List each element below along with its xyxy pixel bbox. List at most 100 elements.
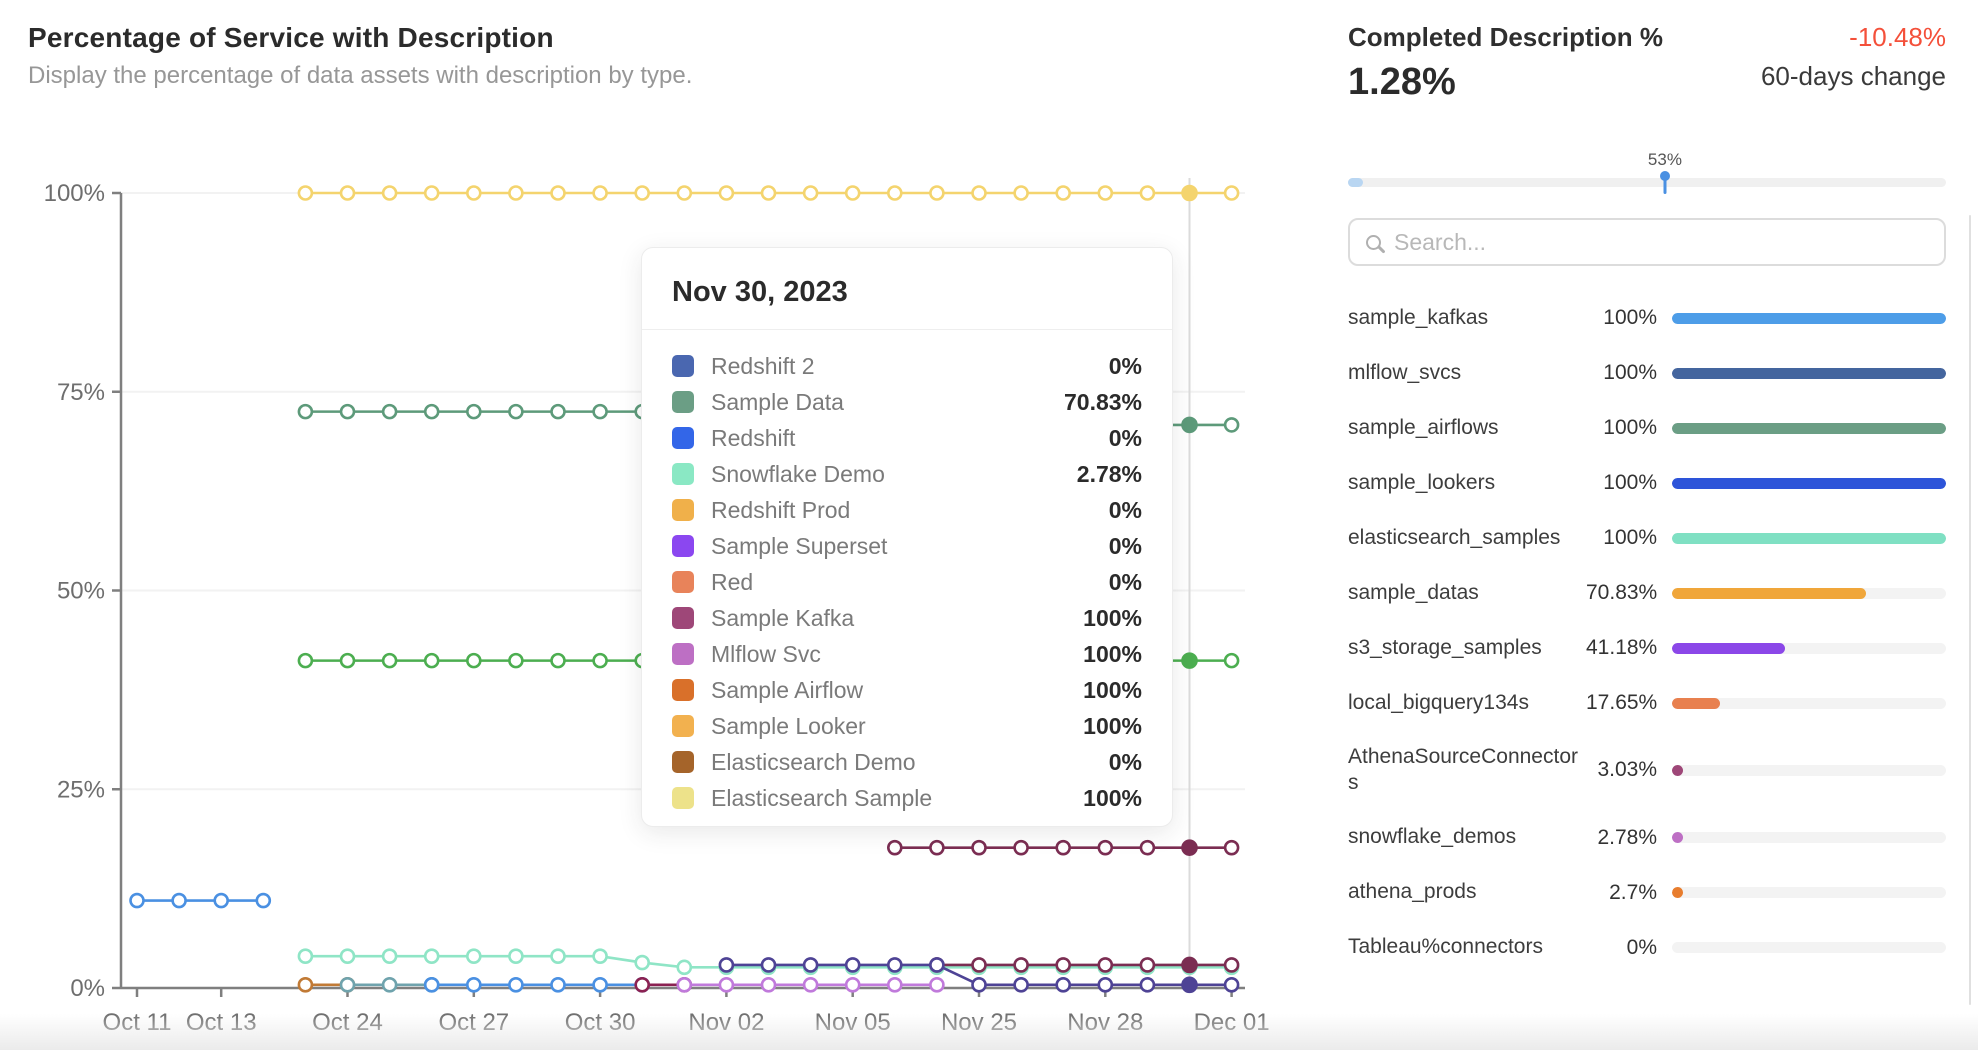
series-point <box>508 652 524 669</box>
series-point <box>508 403 524 420</box>
series-label: Elasticsearch Sample <box>711 784 933 811</box>
service-row[interactable]: sample_lookers 100% <box>1348 469 1946 497</box>
series-point <box>339 185 356 201</box>
series-point <box>550 652 566 669</box>
series-point <box>971 977 987 993</box>
series-highlight-point <box>1181 956 1198 974</box>
series-label: Snowflake Demo <box>711 460 885 487</box>
series-point <box>1223 185 1240 201</box>
series-point <box>1139 839 1156 856</box>
series-point <box>508 948 524 965</box>
series-point <box>1055 185 1071 201</box>
service-bar-fill <box>1672 887 1683 898</box>
series-point <box>929 185 945 201</box>
series-point <box>1097 957 1114 973</box>
service-value: 2.78% <box>1597 825 1657 849</box>
series-point <box>423 977 440 993</box>
slider-value-label: 53% <box>1647 150 1682 169</box>
series-point <box>1055 977 1071 993</box>
series-point <box>297 652 314 669</box>
series-point <box>129 892 145 909</box>
service-row[interactable]: elasticsearch_samples 100% <box>1348 524 1946 552</box>
service-row[interactable]: snowflake_demos 2.78% <box>1348 824 1946 852</box>
series-point <box>844 185 861 201</box>
service-bar-track <box>1672 367 1946 379</box>
series-point <box>929 977 945 993</box>
series-swatch <box>672 607 694 629</box>
service-value: 100% <box>1603 526 1657 549</box>
service-value: 41.18% <box>1586 636 1658 659</box>
series-highlight-point <box>1181 416 1198 434</box>
series-point <box>1097 839 1114 856</box>
scrollbar-track[interactable] <box>1969 215 1971 1005</box>
service-row[interactable]: sample_kafkas 100% <box>1348 304 1946 332</box>
series-point <box>718 957 735 973</box>
threshold-slider[interactable]: 53% <box>1348 150 1946 196</box>
service-row[interactable]: mlflow_svcs 100% <box>1348 359 1946 387</box>
series-swatch <box>672 355 694 377</box>
series-label: Redshift <box>711 424 796 451</box>
series-point <box>550 948 566 965</box>
service-row[interactable]: sample_datas 70.83% <box>1348 579 1946 607</box>
series-point <box>634 185 651 201</box>
series-point <box>676 959 693 976</box>
service-search[interactable] <box>1348 218 1946 266</box>
series-point <box>550 977 566 993</box>
series-point <box>1013 977 1029 993</box>
service-bar-fill <box>1672 587 1867 599</box>
service-row[interactable]: athena_prods 2.7% <box>1348 879 1946 907</box>
tooltip-row: Sample Kafka 100% <box>672 600 1142 636</box>
series-point <box>802 957 819 973</box>
series-label: Sample Data <box>711 388 844 415</box>
service-name: mlflow_svcs <box>1348 360 1462 384</box>
series-point <box>592 948 608 965</box>
service-bar-track <box>1672 697 1946 709</box>
service-bar-track <box>1672 642 1946 654</box>
service-bar-track <box>1672 942 1946 953</box>
series-point <box>550 403 566 420</box>
slider-track[interactable] <box>1348 178 1946 187</box>
series-point <box>760 185 777 201</box>
stat-change-label: 60-days change <box>1760 61 1946 91</box>
bottom-fade <box>0 1014 1978 1050</box>
series-swatch <box>672 463 694 485</box>
series-swatch <box>672 751 694 773</box>
tooltip-row: Snowflake Demo 2.78% <box>672 456 1142 492</box>
series-point <box>465 977 482 993</box>
series-point <box>1013 839 1029 856</box>
service-row[interactable]: AthenaSourceConnectors 3.03% <box>1348 744 1946 797</box>
service-row[interactable]: s3_storage_samples 41.18% <box>1348 634 1946 662</box>
series-point <box>297 948 314 965</box>
service-row[interactable]: Tableau%connectors 0% <box>1348 934 1946 962</box>
series-value: 0% <box>1108 496 1142 523</box>
service-bar-fill <box>1672 312 1946 324</box>
search-input[interactable] <box>1394 228 1928 256</box>
series-point <box>297 403 314 420</box>
series-point <box>1223 839 1240 856</box>
slider-handle[interactable] <box>1659 171 1670 181</box>
series-point <box>592 403 608 420</box>
search-icon <box>1366 234 1381 250</box>
series-point <box>381 652 398 669</box>
series-value: 100% <box>1083 712 1142 739</box>
service-bar-track <box>1672 532 1946 544</box>
tooltip-row: Sample Superset 0% <box>672 528 1142 564</box>
series-value: 0% <box>1108 748 1142 775</box>
service-value: 100% <box>1603 306 1657 329</box>
service-bar-track <box>1672 477 1946 489</box>
service-row[interactable]: sample_airflows 100% <box>1348 414 1946 442</box>
series-value: 2.78% <box>1076 460 1142 487</box>
service-value: 2.7% <box>1609 880 1657 904</box>
series-point <box>297 185 314 201</box>
service-name: sample_lookers <box>1348 470 1496 494</box>
series-label: Redshift 2 <box>711 352 815 379</box>
service-name: elasticsearch_samples <box>1348 525 1561 549</box>
service-row[interactable]: local_bigquery134s 17.65% <box>1348 689 1946 717</box>
series-swatch <box>672 427 694 449</box>
series-point <box>1097 977 1114 993</box>
y-tick-label: 100% <box>44 180 105 207</box>
series-point <box>634 954 651 971</box>
series-point <box>1097 185 1114 201</box>
series-label: Sample Airflow <box>711 676 864 703</box>
service-name: sample_kafkas <box>1348 305 1489 329</box>
